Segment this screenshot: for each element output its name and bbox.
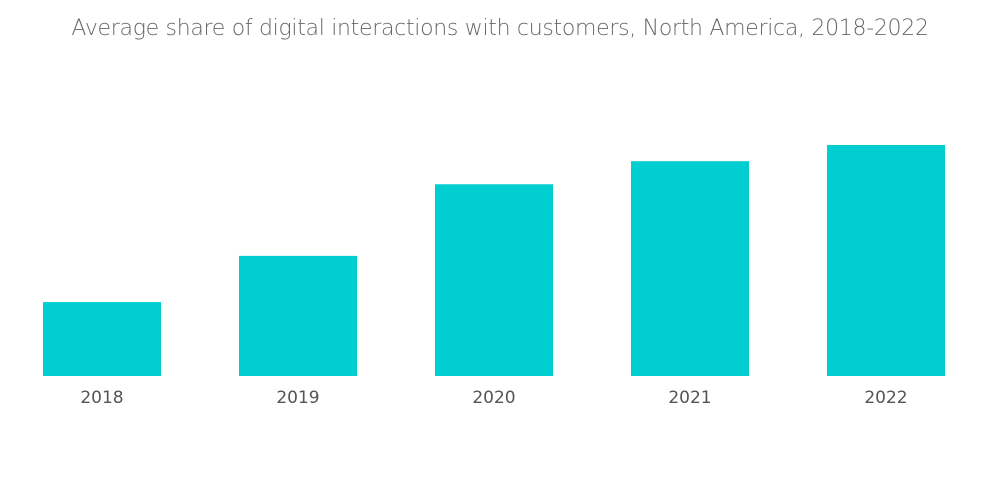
x-tick-label-2022: 2022 (864, 388, 907, 408)
x-tick-label-2019: 2019 (276, 388, 319, 408)
x-tick-label-2018: 2018 (80, 388, 123, 408)
bar-2020 (435, 184, 553, 376)
bar-2019 (239, 255, 357, 376)
x-tick-label-2020: 2020 (472, 388, 515, 408)
bar-2018 (43, 302, 161, 376)
bar-2021 (631, 161, 749, 376)
bars-group (43, 145, 945, 376)
x-tick-label-2021: 2021 (668, 388, 711, 408)
x-tick-labels: 2018 2019 2020 2021 2022 (80, 388, 907, 408)
bar-2022 (827, 145, 945, 376)
chart-title: Average share of digital interactions wi… (71, 16, 929, 41)
